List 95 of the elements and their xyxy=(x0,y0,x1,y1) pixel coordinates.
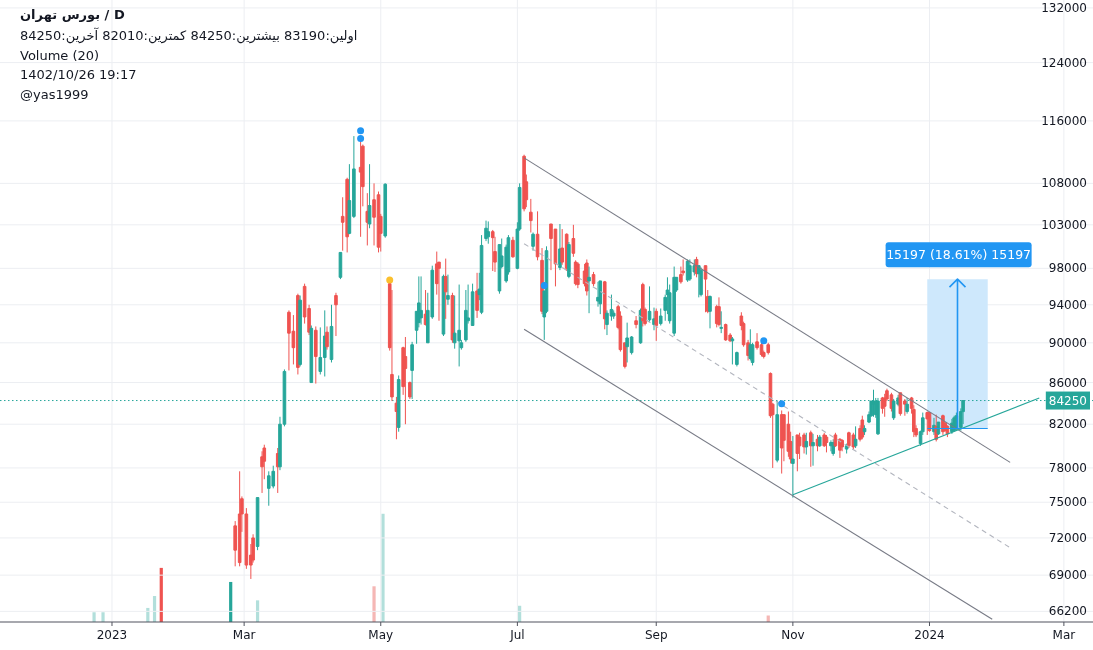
candlestick xyxy=(237,470,242,567)
candlestick xyxy=(634,315,638,329)
candlestick xyxy=(766,342,771,356)
point xyxy=(540,281,548,289)
bar xyxy=(92,612,96,622)
y-tick-label: 132000 xyxy=(1041,0,1087,15)
bar xyxy=(372,586,376,622)
candlestick xyxy=(576,261,580,289)
candlestick xyxy=(475,272,479,319)
y-tick-label: 108000 xyxy=(1041,176,1087,191)
y-tick-label: 98000 xyxy=(1048,261,1087,276)
annotation: @yas1999 xyxy=(20,86,89,103)
x-tick-label: Jul xyxy=(509,628,525,642)
candlestick xyxy=(365,192,370,246)
point xyxy=(778,400,786,408)
x-tick-label: 2023 xyxy=(96,628,128,642)
x-tick-label: Mar xyxy=(232,628,256,642)
candlestick xyxy=(889,392,894,413)
candlestick xyxy=(844,443,849,454)
ref-line-label: 84250 xyxy=(1048,394,1087,409)
x-tick-label: Sep xyxy=(644,628,668,642)
candlestick xyxy=(862,424,867,436)
point xyxy=(386,276,394,284)
candlestick xyxy=(383,182,388,239)
candlestick xyxy=(730,336,735,365)
annotation: 15197 (18.61%) 15197 xyxy=(886,247,1032,263)
annotation: اولین:83190 بیشترین:84250 کمترین:82010 آخرین:84250 xyxy=(20,28,358,44)
candlestick xyxy=(484,220,488,242)
candlestick xyxy=(688,258,692,282)
y-tick-label: 116000 xyxy=(1041,113,1087,128)
candlestick xyxy=(851,432,856,450)
text: D / بورس تهران xyxy=(20,7,125,23)
candlestick xyxy=(255,497,260,551)
y-tick-label: 66200 xyxy=(1048,604,1087,619)
candlestick xyxy=(602,280,607,330)
candlestick xyxy=(470,283,475,326)
point xyxy=(357,134,365,142)
annotation: 1402/10/26 19:17 xyxy=(20,67,137,83)
candlestick xyxy=(567,241,571,279)
candlestick xyxy=(309,324,314,384)
candlestick xyxy=(287,309,291,371)
candlestick xyxy=(571,224,576,258)
bar xyxy=(101,612,105,622)
candlestick xyxy=(717,296,721,327)
candlestick xyxy=(735,351,739,367)
x-tick-label: Nov xyxy=(781,628,805,642)
candlestick xyxy=(298,295,302,367)
y-tick-label: 69000 xyxy=(1048,568,1087,583)
candlestick xyxy=(795,434,800,472)
y-tick-label: 82000 xyxy=(1048,417,1087,432)
y-tick-label: 124000 xyxy=(1041,55,1087,70)
candlestick xyxy=(314,325,318,385)
x-tick-label: May xyxy=(368,628,394,642)
candlestick xyxy=(334,292,338,337)
y-tick-label: 90000 xyxy=(1048,335,1087,350)
candlestick xyxy=(266,470,271,507)
candlestick xyxy=(654,308,659,342)
candlestick xyxy=(708,295,712,329)
candlestick xyxy=(325,325,329,351)
y-tick-label: 72000 xyxy=(1048,530,1087,545)
candlestick xyxy=(811,433,815,467)
candlestick xyxy=(808,430,813,468)
y-tick-label: 86000 xyxy=(1048,375,1087,390)
candlestick xyxy=(723,323,728,342)
candlestick xyxy=(587,266,591,314)
point xyxy=(357,127,365,135)
point xyxy=(760,337,768,345)
candlestick xyxy=(457,284,461,367)
x-tick-label: Mar xyxy=(1052,628,1076,642)
candlestick xyxy=(338,251,343,280)
candlestick xyxy=(853,425,858,449)
candlestick xyxy=(598,280,603,315)
bar xyxy=(381,513,385,622)
candlestick xyxy=(464,289,468,343)
candlestick xyxy=(658,308,663,326)
y-tick-label: 78000 xyxy=(1048,460,1087,475)
y-tick-label: 75000 xyxy=(1048,495,1087,510)
y-tick-label: 103000 xyxy=(1041,217,1087,232)
candlestick xyxy=(394,396,399,440)
candlestick xyxy=(450,292,455,344)
candlestick xyxy=(367,163,372,229)
candlestick xyxy=(490,229,495,272)
candlestick xyxy=(531,232,535,252)
candlestick xyxy=(529,198,533,234)
y-tick-label: 94000 xyxy=(1048,297,1087,312)
annotation: Volume (20) xyxy=(20,47,100,64)
candlestick xyxy=(322,309,327,377)
candlestick xyxy=(891,398,896,421)
candlestick xyxy=(719,310,723,334)
candlestick xyxy=(775,400,779,463)
candlestick xyxy=(511,236,515,259)
candlestick xyxy=(932,417,936,436)
candlestick xyxy=(486,220,491,245)
candlestick xyxy=(847,431,851,449)
x-tick-label: 2024 xyxy=(914,628,945,642)
